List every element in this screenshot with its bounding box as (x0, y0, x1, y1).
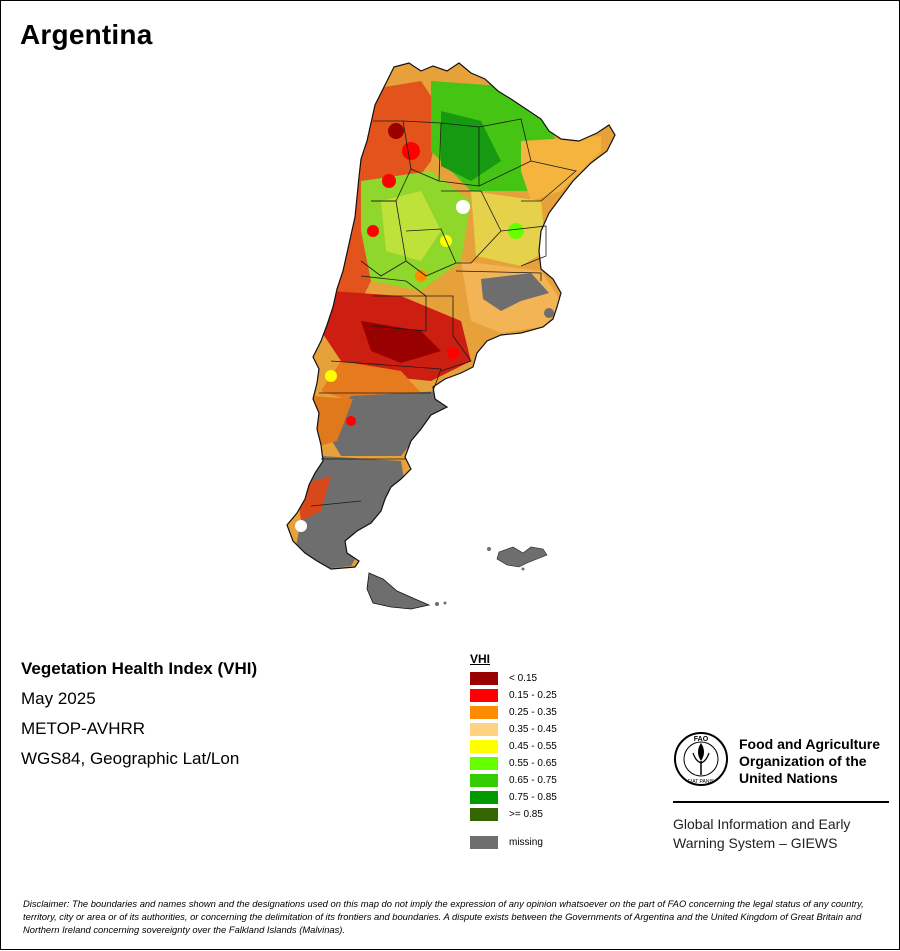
legend-swatch (470, 808, 498, 821)
org-name-line3: United Nations (739, 770, 838, 786)
disclaimer: Disclaimer: The boundaries and names sho… (23, 898, 864, 935)
legend-swatch (470, 774, 498, 787)
legend-label: 0.15 - 0.25 (509, 690, 557, 701)
legend-title: VHI (470, 652, 491, 666)
vhi-raster (295, 81, 601, 569)
legend-label: 0.45 - 0.55 (509, 741, 557, 752)
fao-logo-icon: FAO FIAT PANIS (674, 732, 728, 786)
svg-text:FAO: FAO (694, 736, 709, 743)
legend-swatch (470, 757, 498, 770)
sensor: METOP-AVHRR (21, 719, 146, 738)
legend-item: 0.45 - 0.55 (470, 740, 610, 754)
legend-label: 0.65 - 0.75 (509, 775, 557, 786)
province-boundaries (310, 118, 577, 507)
legend-swatch (470, 740, 498, 753)
svg-text:FIAT PANIS: FIAT PANIS (688, 779, 715, 785)
legend-item: 0.15 - 0.25 (470, 689, 610, 703)
projection: WGS84, Geographic Lat/Lon (21, 749, 240, 768)
legend-item: 0.65 - 0.75 (470, 774, 610, 788)
legend-label: missing (509, 837, 543, 848)
legend-label: < 0.15 (509, 673, 538, 684)
legend-label: 0.55 - 0.65 (509, 758, 557, 769)
legend-label: 0.25 - 0.35 (509, 707, 557, 718)
legend-swatch (470, 723, 498, 736)
legend-item-missing: missing (470, 836, 610, 850)
program-line1: Global Information and Early (673, 816, 851, 832)
legend-item: < 0.15 (470, 672, 610, 686)
program-name: Global Information and Early Warning Sys… (673, 815, 893, 853)
index-name: Vegetation Health Index (VHI) (21, 659, 258, 678)
legend-item: 0.75 - 0.85 (470, 791, 610, 805)
program-line2: Warning System – GIEWS (673, 835, 838, 851)
legend-swatch (470, 706, 498, 719)
legend-label: 0.75 - 0.85 (509, 792, 557, 803)
org-name-line2: Organization of the (739, 753, 867, 769)
tierra-del-fuego (366, 572, 431, 610)
divider (673, 801, 889, 803)
legend-swatch (470, 672, 498, 685)
legend-item: >= 0.85 (470, 808, 610, 822)
legend-label: >= 0.85 (509, 809, 543, 820)
legend-swatch (470, 791, 498, 804)
legend-item: 0.35 - 0.45 (470, 723, 610, 737)
org-name-line1: Food and Agriculture (739, 736, 881, 752)
legend-item: 0.55 - 0.65 (470, 757, 610, 771)
legend-item: 0.25 - 0.35 (470, 706, 610, 720)
legend-swatch (470, 836, 498, 849)
legend-swatch (470, 689, 498, 702)
falkland-islands (496, 546, 548, 568)
period: May 2025 (21, 689, 96, 708)
legend-label: 0.35 - 0.45 (509, 724, 557, 735)
map-title: Argentina (20, 19, 153, 50)
organization-name: Food and Agriculture Organization of the… (739, 736, 899, 787)
